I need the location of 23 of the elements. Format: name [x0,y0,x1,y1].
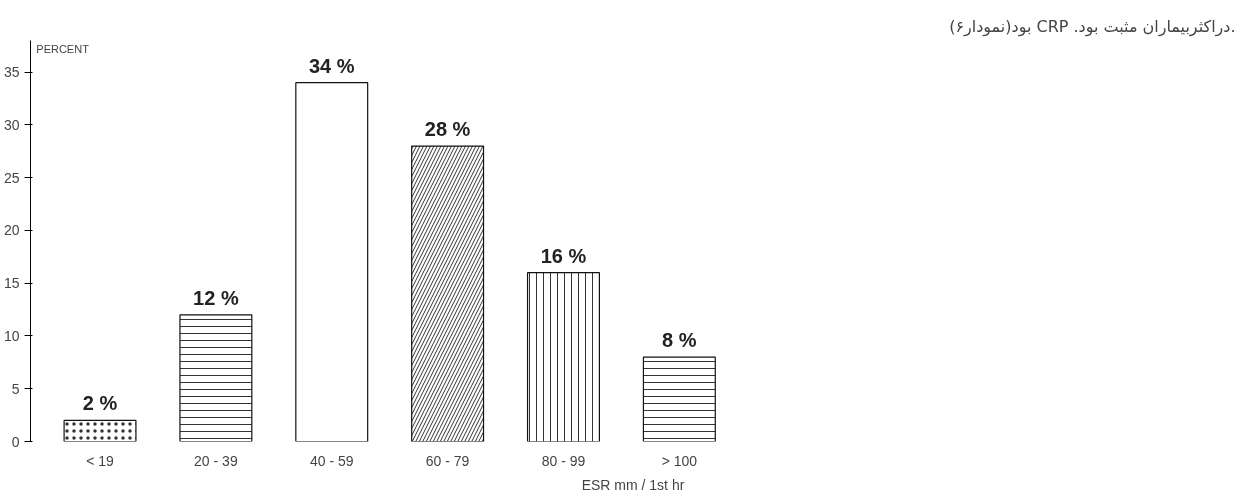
y-tick-label: 20 [3,222,20,239]
data-label: 16 % [540,244,587,267]
x-tick-label: 60 - 79 [425,452,470,469]
x-tick-label: > 100 [661,452,698,469]
y-axis-title: PERCENT [36,42,90,55]
x-tick-label: 80 - 99 [541,452,586,469]
y-tick-label: 35 [3,64,20,81]
text: بود(نمودار۶) CRP .دراکثربیماران مثبت بود. [949,16,1236,37]
x-tick-label: 20 - 39 [194,452,238,469]
data-label: 28 % [424,118,471,141]
x-tick-label: < 19 [86,452,115,469]
y-tick-label: 15 [3,275,20,292]
x-tick-label: 40 - 59 [309,452,354,469]
y-tick-label: 0 [11,433,20,450]
y-tick-label: 5 [11,380,20,397]
data-label: 12 % [193,286,239,309]
x-axis-title: ESR mm / 1st hr [581,476,685,493]
y-tick-label: 10 [3,327,20,344]
y-tick-label: 25 [3,169,20,186]
data-label: 2 % [82,392,118,415]
data-label: 34 % [308,54,355,77]
y-tick-label: 30 [3,116,20,133]
data-label: 8 % [662,329,697,352]
